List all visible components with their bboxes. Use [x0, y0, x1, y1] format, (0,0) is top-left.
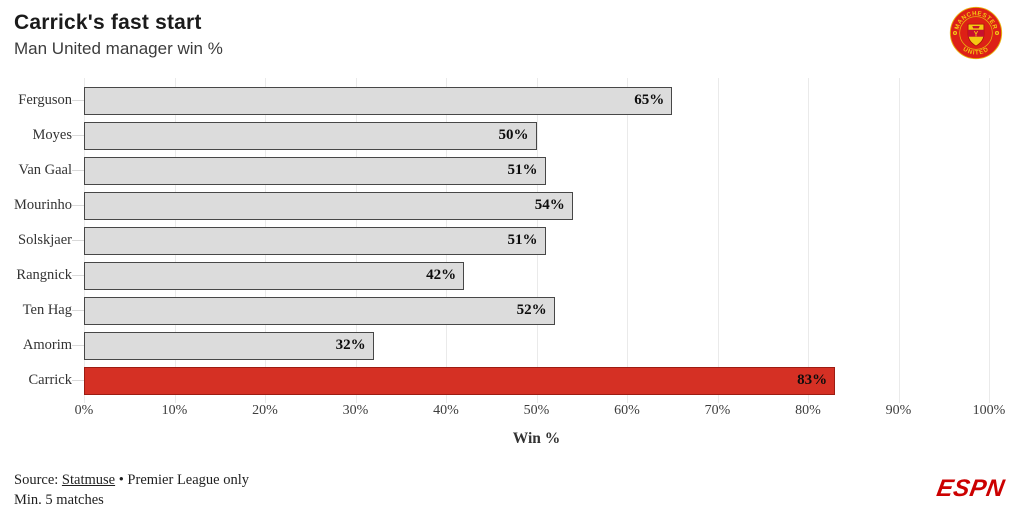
bar-row: Van Gaal 51% — [0, 153, 1020, 188]
bar-value-label: 42% — [426, 267, 457, 283]
axis-tick-label: 30% — [342, 403, 369, 418]
bar-row: Amorim 32% — [0, 328, 1020, 363]
axis-tick-label: 20% — [252, 403, 278, 418]
bar-rows: Ferguson 65% Moyes 50% Van Gaal 51% Mour… — [0, 78, 1020, 398]
bar-track: 51% — [84, 226, 989, 255]
manchester-united-crest-icon: MANCHESTER UNITED — [949, 6, 1003, 60]
bar[interactable]: 50% — [84, 121, 537, 150]
bar-value-label: 32% — [335, 337, 366, 353]
bar-value-label: 51% — [507, 232, 538, 248]
category-tick — [72, 240, 84, 241]
axis-tick-label: 40% — [433, 403, 459, 418]
bar-row: Solskjaer 51% — [0, 223, 1020, 258]
bar-track: 50% — [84, 121, 989, 150]
category-tick — [72, 345, 84, 346]
bar-row: Ten Hag 52% — [0, 293, 1020, 328]
bar[interactable]: 65% — [84, 86, 673, 115]
bar-row: Ferguson 65% — [0, 83, 1020, 118]
gridline — [627, 78, 628, 403]
bar-row: Moyes 50% — [0, 118, 1020, 153]
gridline — [898, 78, 900, 403]
axis-tick-label: 0% — [74, 403, 94, 418]
category-label: Mourinho — [14, 197, 72, 214]
bar[interactable]: 83% — [84, 366, 836, 395]
source-link[interactable]: Statmuse — [61, 472, 116, 488]
axis-tick-label: 10% — [161, 403, 188, 418]
bar[interactable]: 42% — [84, 261, 465, 290]
bar-chart: Ferguson 65% Moyes 50% Van Gaal 51% Mour… — [0, 78, 1020, 403]
x-axis: 0% 10% 20% 30% 40% 50% 60% 70% 80% 90% 100% — [75, 403, 1006, 423]
source-suffix: Premier League only — [127, 472, 250, 488]
bar[interactable]: 52% — [84, 296, 555, 325]
category-label: Carrick — [28, 372, 72, 389]
bar-row: Carrick 83% — [0, 363, 1020, 398]
bar-value-label: 51% — [507, 162, 538, 178]
bar-value-label: 83% — [797, 372, 828, 388]
bar-track: 42% — [84, 261, 989, 290]
bar[interactable]: 32% — [84, 331, 374, 360]
category-label: Van Gaal — [18, 162, 72, 179]
axis-tick-label: 100% — [972, 403, 1006, 418]
bar[interactable]: 54% — [84, 191, 573, 220]
bar-track: 83% — [84, 366, 989, 395]
gridline — [989, 78, 990, 403]
axis-tick-label: 60% — [614, 403, 640, 418]
x-axis-title: Win % — [512, 430, 561, 447]
bar-row: Mourinho 54% — [0, 188, 1020, 223]
bar[interactable]: 51% — [84, 156, 546, 185]
bar-track: 52% — [84, 296, 989, 325]
footer: Source: Statmuse • Premier League only M… — [14, 470, 249, 510]
bar-track: 51% — [84, 156, 989, 185]
page-subtitle: Man United manager win % — [14, 39, 223, 58]
category-tick — [72, 275, 84, 276]
bar-row: Rangnick 42% — [0, 258, 1020, 293]
page-title: Carrick's fast start — [14, 11, 202, 34]
bar-track: 32% — [84, 331, 989, 360]
bar-value-label: 65% — [634, 92, 665, 108]
category-label: Ferguson — [18, 92, 72, 109]
bar-value-label: 54% — [534, 197, 565, 213]
category-label: Solskjaer — [18, 232, 72, 249]
category-tick — [72, 380, 84, 381]
axis-tick-label: 80% — [795, 403, 821, 418]
source-prefix: Source: — [14, 472, 62, 488]
bar[interactable]: 51% — [84, 226, 546, 255]
header: Carrick's fast start Man United manager … — [14, 11, 223, 59]
bar-track: 54% — [84, 191, 989, 220]
category-tick — [72, 100, 84, 101]
bar-value-label: 52% — [516, 302, 547, 318]
category-tick — [72, 310, 84, 311]
bar-value-label: 50% — [498, 127, 529, 143]
axis-tick-label: 50% — [523, 403, 550, 418]
note-line: Min. 5 matches — [14, 492, 104, 508]
source-separator: • — [115, 472, 128, 488]
source-line: Source: Statmuse • Premier League only — [14, 470, 249, 490]
axis-tick-label: 90% — [885, 403, 912, 418]
gridline — [808, 78, 809, 403]
category-tick — [72, 135, 84, 136]
espn-logo: ESPN — [934, 475, 1007, 502]
gridline — [717, 78, 719, 403]
axis-tick-label: 70% — [704, 403, 731, 418]
category-tick — [72, 205, 84, 206]
category-label: Rangnick — [16, 267, 72, 284]
bar-track: 65% — [84, 86, 989, 115]
category-label: Amorim — [22, 337, 72, 354]
category-label: Ten Hag — [22, 302, 72, 319]
svg-text:UNITED: UNITED — [962, 46, 991, 57]
category-tick — [72, 170, 84, 171]
category-label: Moyes — [32, 127, 72, 144]
